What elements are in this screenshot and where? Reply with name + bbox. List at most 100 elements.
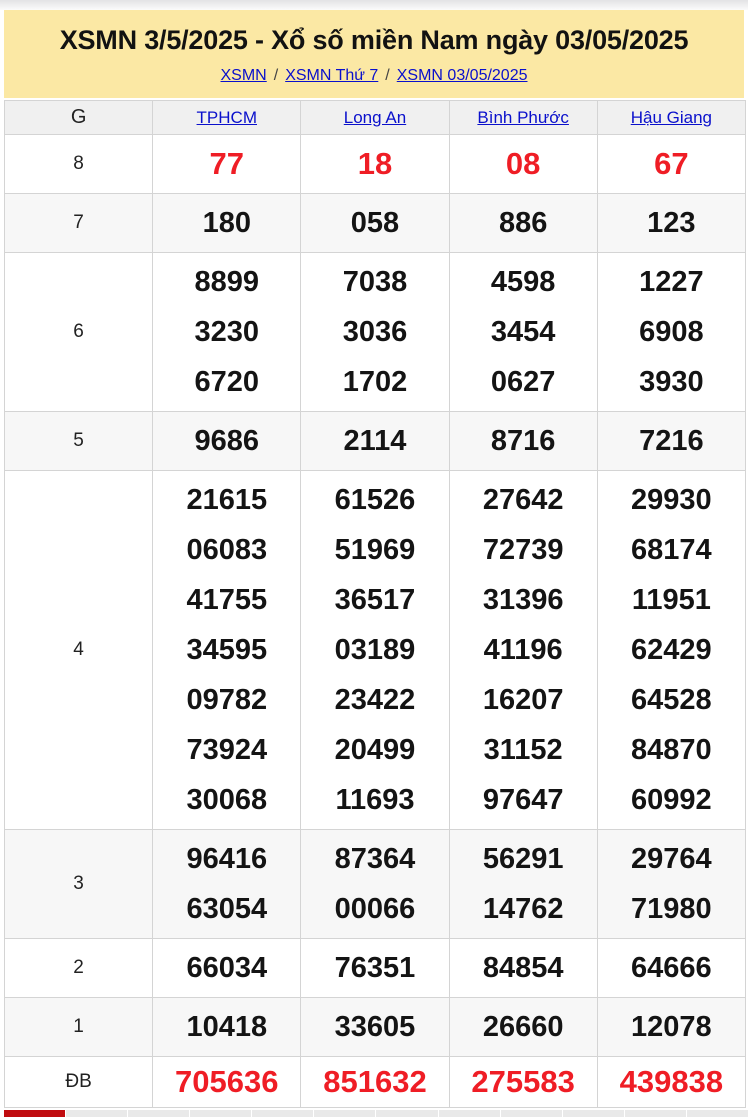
prize-numbers-cell: 058: [300, 193, 450, 253]
prize-numbers-cell: 96416 63054: [152, 829, 302, 939]
prize-numbers-cell: 8716: [448, 411, 598, 471]
prize-number: 1702: [342, 366, 408, 398]
prize-numbers-cell: 29930 68174 11951 62429 64528 84870 60992: [596, 470, 747, 830]
tab-segment[interactable]: [500, 1110, 562, 1117]
prize-number: 36517: [334, 584, 416, 616]
prize-row-label: 3: [3, 829, 154, 939]
top-strip: [0, 0, 748, 10]
prize-number: 20499: [334, 734, 416, 766]
prize-numbers-cell: 9686: [152, 411, 302, 471]
prize-numbers-cell: 66034: [152, 938, 302, 998]
prize-number: 3036: [342, 316, 408, 348]
prize-numbers-cell: 705636: [152, 1056, 302, 1108]
tab-segment[interactable]: [562, 1110, 624, 1117]
province-link[interactable]: Hậu Giang: [630, 108, 713, 127]
breadcrumb-link[interactable]: XSMN: [220, 67, 267, 84]
tab-segment[interactable]: [686, 1110, 748, 1117]
prize-number: 10418: [186, 1011, 268, 1043]
prize-row-6: 6 8899 3230 6720 7038 3036 1702 4598 3454 0627 122…: [3, 252, 747, 412]
prize-number: 1227: [639, 266, 704, 298]
tab-segment[interactable]: [314, 1110, 376, 1117]
breadcrumb-link[interactable]: XSMN 03/05/2025: [396, 67, 528, 84]
prize-number: 67: [654, 146, 689, 181]
prize-number: 12078: [631, 1011, 712, 1043]
prize-number: 886: [498, 207, 548, 239]
prize-numbers-cell: 18: [300, 134, 450, 194]
tab-segment[interactable]: [128, 1110, 190, 1117]
tab-segment[interactable]: [66, 1110, 128, 1117]
prize-number: 09782: [186, 684, 268, 716]
breadcrumb-separator: /: [273, 67, 279, 84]
prize-number: 84854: [482, 952, 564, 984]
prize-number: 62429: [631, 634, 712, 666]
prize-number: 11951: [631, 584, 711, 616]
tab-segment[interactable]: [624, 1110, 686, 1117]
prize-numbers-cell: 33605: [300, 997, 450, 1057]
prize-row-label: 1: [3, 997, 154, 1057]
prize-row-3: 3 96416 63054 87364 00066 56291 14762 29764 7198…: [3, 829, 747, 939]
prize-number: 68174: [631, 534, 712, 566]
prize-number: 34595: [186, 634, 268, 666]
prize-number: 64528: [631, 684, 712, 716]
prize-number: 275583: [471, 1064, 575, 1099]
prize-number: 851632: [323, 1064, 427, 1099]
page-title: XSMN 3/5/2025 - Xổ số miền Nam ngày 03/0…: [59, 25, 689, 55]
prize-number: 123: [647, 207, 696, 239]
prize-number: 73924: [186, 734, 268, 766]
prize-row-2: 2 66034 76351 84854 64666: [3, 938, 747, 998]
prize-number: 9686: [194, 425, 260, 457]
tab-segment[interactable]: [252, 1110, 314, 1117]
prize-number: 31396: [482, 584, 564, 616]
prize-number: 61526: [334, 484, 416, 516]
prize-number: 00066: [334, 893, 416, 925]
prize-number: 705636: [175, 1064, 279, 1099]
prize-number: 2114: [343, 425, 407, 457]
tab-segment[interactable]: [190, 1110, 252, 1117]
prize-number: 72739: [482, 534, 564, 566]
prize-number: 6908: [639, 316, 704, 348]
prize-number: 8716: [490, 425, 556, 457]
prize-numbers-cell: 4598 3454 0627: [448, 252, 598, 412]
prize-number: 439838: [619, 1064, 724, 1099]
prize-row-1: 1 10418 33605 26660 12078: [3, 997, 747, 1057]
province-link[interactable]: Long An: [343, 108, 407, 127]
lottery-results-table: G TPHCM Long An Bình Phước Hậu Giang 8 77 18 08…: [3, 100, 747, 1108]
province-link[interactable]: Bình Phước: [477, 108, 569, 127]
prize-number: 60992: [631, 784, 712, 816]
breadcrumb-link[interactable]: XSMN Thứ 7: [285, 67, 379, 84]
prize-numbers-cell: 64666: [596, 938, 747, 998]
prize-number: 03189: [334, 634, 416, 666]
prize-number: 84870: [631, 734, 712, 766]
breadcrumb-separator: /: [385, 67, 390, 84]
prize-numbers-cell: 123: [596, 193, 747, 253]
prize-row-label: ĐB: [3, 1056, 154, 1108]
prize-number: 29764: [631, 843, 712, 875]
prize-numbers-cell: 10418: [152, 997, 302, 1057]
province-link[interactable]: TPHCM: [196, 108, 257, 127]
active-tab-segment[interactable]: [4, 1110, 66, 1117]
prize-numbers-cell: 84854: [448, 938, 598, 998]
prize-numbers-cell: 29764 71980: [596, 829, 747, 939]
prize-numbers-cell: 56291 14762: [448, 829, 598, 939]
prize-numbers-cell: 21615 06083 41755 34595 09782 73924 30068: [152, 470, 302, 830]
prize-row-5: 5 9686 2114 8716 7216: [3, 411, 747, 471]
prize-number: 26660: [482, 1011, 564, 1043]
prize-row-ĐB: ĐB 705636 851632 275583 439838: [3, 1056, 747, 1108]
prize-number: 63054: [186, 893, 268, 925]
prize-number: 14762: [482, 893, 564, 925]
prize-number: 058: [350, 207, 400, 239]
prize-number: 76351: [334, 952, 416, 984]
province-column-header: Bình Phước: [448, 100, 598, 135]
prize-numbers-cell: 77: [152, 134, 302, 194]
prize-row-label: 8: [3, 134, 154, 194]
prize-number: 77: [209, 146, 245, 181]
prize-number: 33605: [334, 1011, 416, 1043]
prize-number: 6720: [194, 366, 260, 398]
prize-numbers-cell: 7038 3036 1702: [300, 252, 450, 412]
tab-segment[interactable]: [376, 1110, 438, 1117]
prize-number: 31152: [483, 734, 563, 766]
prize-numbers-cell: 886: [448, 193, 598, 253]
prize-number: 51969: [334, 534, 416, 566]
tab-segment[interactable]: [438, 1110, 500, 1117]
prize-number: 06083: [186, 534, 268, 566]
